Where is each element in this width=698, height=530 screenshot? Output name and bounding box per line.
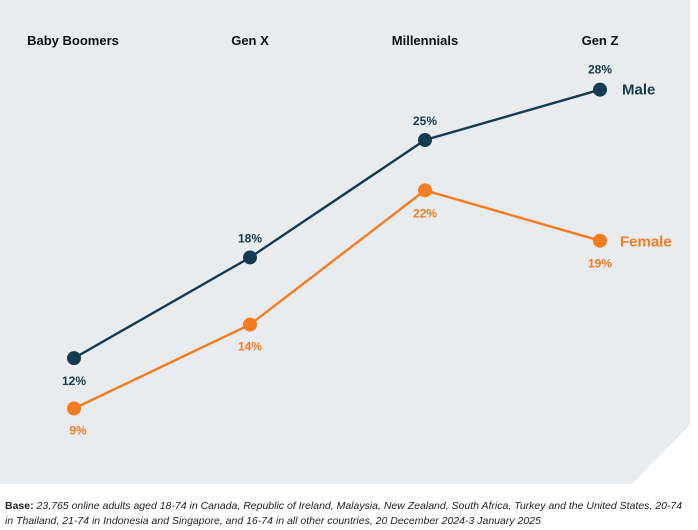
series-female: 9% 14% 22% 19% Female — [67, 183, 672, 438]
footnote-text: 23,765 online adults aged 18-74 in Canad… — [5, 500, 683, 527]
data-label: 14% — [238, 340, 262, 354]
series-name-label: Female — [620, 234, 672, 251]
data-point — [243, 317, 257, 332]
category-labels: Baby Boomers Gen X Millennials Gen Z — [27, 33, 618, 48]
data-label: 12% — [62, 374, 86, 388]
series-line — [73, 189, 601, 410]
data-point — [418, 133, 432, 148]
data-point — [67, 401, 81, 416]
data-label: 22% — [413, 206, 437, 220]
data-point — [593, 82, 607, 97]
category-label: Millennials — [392, 33, 458, 48]
series-male: 12% 18% 25% 28% Male — [62, 63, 655, 388]
data-point — [243, 250, 257, 265]
series-name-label: Male — [622, 82, 655, 99]
series-layer: 12% 18% 25% 28% Male 9% 14% 22% 19% Female — [62, 63, 672, 438]
line-chart: Baby Boomers Gen X Millennials Gen Z 12% 18%… — [0, 0, 690, 484]
category-label: Baby Boomers — [27, 33, 119, 48]
series-line — [73, 88, 601, 360]
chart-panel: Baby Boomers Gen X Millennials Gen Z 12% 18%… — [0, 0, 690, 484]
data-label: 28% — [588, 63, 612, 77]
data-label: 18% — [238, 231, 262, 245]
footnote: Base: 23,765 online adults aged 18-74 in… — [5, 499, 693, 528]
chart-background — [0, 0, 690, 484]
data-point — [418, 183, 432, 198]
data-label: 9% — [69, 424, 87, 438]
category-label: Gen X — [231, 33, 269, 48]
data-label: 19% — [588, 257, 612, 271]
data-point — [593, 233, 607, 248]
category-label: Gen Z — [582, 33, 619, 48]
data-point — [67, 351, 81, 366]
footnote-label: Base: — [5, 500, 34, 512]
data-label: 25% — [413, 114, 437, 128]
